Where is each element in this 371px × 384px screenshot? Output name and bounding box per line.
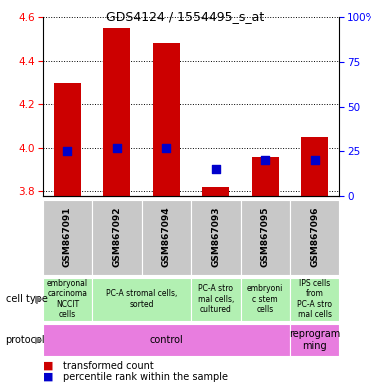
Text: control: control xyxy=(150,335,183,345)
Text: GSM867091: GSM867091 xyxy=(63,207,72,267)
Text: GSM867095: GSM867095 xyxy=(261,207,270,267)
Text: ▶: ▶ xyxy=(35,294,43,304)
Bar xyxy=(43,200,92,275)
Bar xyxy=(240,278,290,321)
Text: PC-A stro
mal cells,
cultured: PC-A stro mal cells, cultured xyxy=(198,284,234,314)
Bar xyxy=(301,137,328,196)
Bar xyxy=(191,200,240,275)
Text: GSM867096: GSM867096 xyxy=(310,207,319,267)
Text: IPS cells
from
PC-A stro
mal cells: IPS cells from PC-A stro mal cells xyxy=(297,279,332,319)
Text: ■: ■ xyxy=(43,372,53,382)
Text: embryoni
c stem
cells: embryoni c stem cells xyxy=(247,284,283,314)
Text: protocol: protocol xyxy=(6,335,45,345)
Point xyxy=(163,144,169,151)
Point xyxy=(213,166,219,172)
Text: GSM867093: GSM867093 xyxy=(211,207,220,267)
Bar xyxy=(252,157,279,196)
Text: reprogram
ming: reprogram ming xyxy=(289,329,340,351)
Bar xyxy=(54,83,81,196)
Bar xyxy=(92,200,142,275)
Bar xyxy=(142,200,191,275)
Bar xyxy=(191,278,240,321)
Point xyxy=(114,144,120,151)
Bar xyxy=(92,278,191,321)
Text: ■: ■ xyxy=(43,361,53,371)
Point xyxy=(262,157,268,163)
Text: PC-A stromal cells,
sorted: PC-A stromal cells, sorted xyxy=(106,290,177,309)
Point xyxy=(312,157,318,163)
Bar xyxy=(153,43,180,196)
Text: GSM867092: GSM867092 xyxy=(112,207,121,267)
Text: cell type: cell type xyxy=(6,294,47,304)
Text: embryonal
carcinoma
NCCIT
cells: embryonal carcinoma NCCIT cells xyxy=(47,279,88,319)
Text: GDS4124 / 1554495_s_at: GDS4124 / 1554495_s_at xyxy=(106,10,265,23)
Text: percentile rank within the sample: percentile rank within the sample xyxy=(63,372,228,382)
Bar xyxy=(290,200,339,275)
Bar xyxy=(103,28,131,196)
Bar xyxy=(43,324,290,356)
Bar xyxy=(43,278,92,321)
Bar xyxy=(202,187,229,196)
Text: ▶: ▶ xyxy=(35,335,43,345)
Text: GSM867094: GSM867094 xyxy=(162,207,171,267)
Point xyxy=(65,148,70,154)
Bar xyxy=(240,200,290,275)
Bar xyxy=(290,278,339,321)
Text: transformed count: transformed count xyxy=(63,361,154,371)
Bar xyxy=(290,324,339,356)
